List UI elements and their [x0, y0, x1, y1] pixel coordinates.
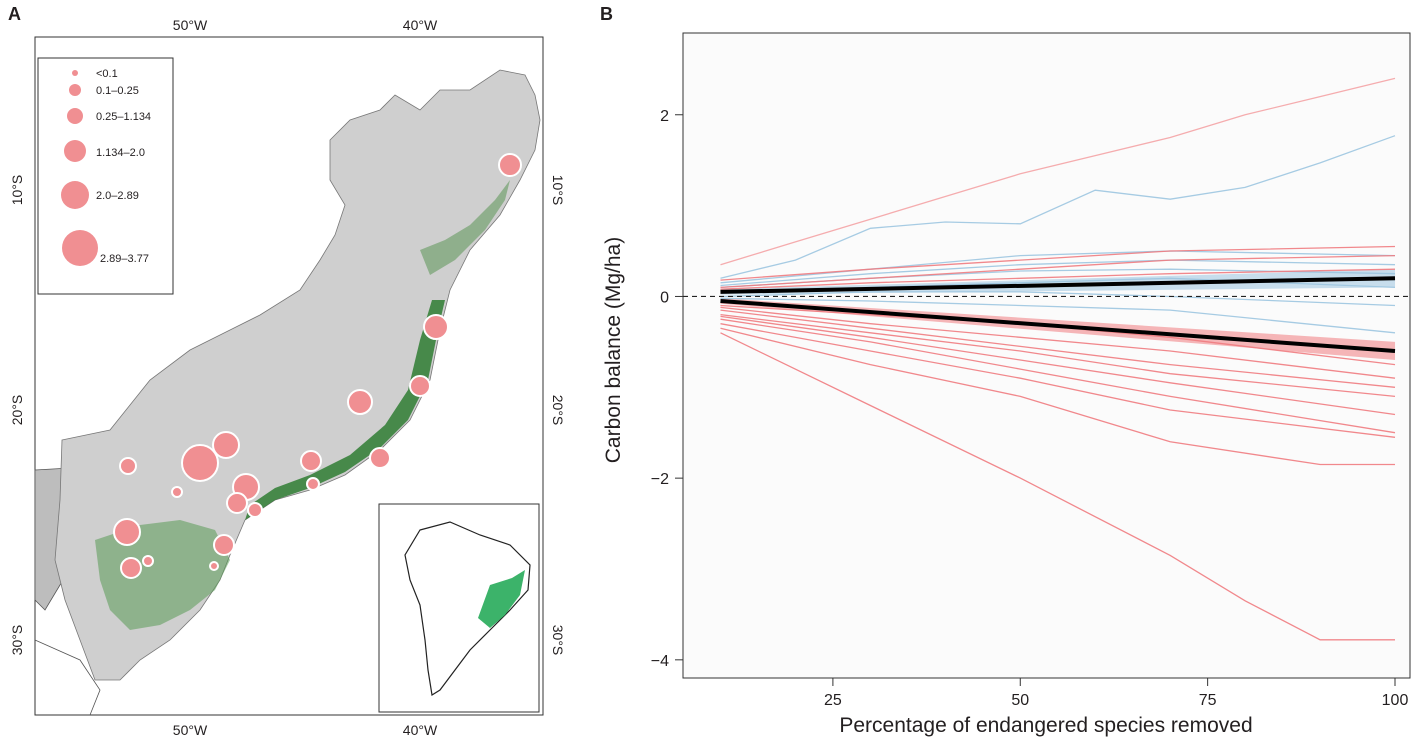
site-bubble	[171, 486, 183, 498]
legend-label: 2.0–2.89	[96, 190, 139, 202]
chart-axes: 25 50 75 100 2 0 −2 −4	[651, 108, 1409, 709]
series-line	[720, 245, 1396, 281]
mean-line-negative	[720, 298, 1396, 353]
site-bubble	[247, 502, 263, 518]
panel-b-label: B	[600, 4, 613, 24]
series-line	[720, 291, 1396, 307]
lat-tick-left: 30°S	[9, 625, 25, 656]
series-line	[720, 332, 1395, 641]
lat-tick-left: 10°S	[9, 175, 25, 206]
site-bubble	[306, 477, 320, 491]
series-line	[720, 254, 1396, 289]
legend-bubble	[67, 108, 83, 124]
lat-tick-right: 20°S	[550, 395, 566, 426]
site-bubble	[181, 444, 219, 482]
x-tick-label: 100	[1382, 692, 1409, 709]
site-bubble	[113, 518, 141, 546]
border-line	[34, 639, 101, 716]
lon-tick-top: 40°W	[403, 17, 438, 33]
lon-tick-top: 50°W	[173, 17, 208, 33]
forest-northeast	[420, 180, 510, 275]
legend-label: 0.1–0.25	[96, 85, 139, 97]
y-axis-title: Carbon balance (Mg/ha)	[602, 237, 625, 463]
lat-tick-left: 20°S	[9, 395, 25, 426]
site-bubble	[120, 557, 142, 579]
site-bubble	[212, 431, 240, 459]
map-bubbles	[113, 153, 522, 579]
series-line	[720, 135, 1396, 279]
legend-bubble	[64, 140, 86, 162]
lon-tick-bottom: 50°W	[173, 722, 208, 738]
series-line	[720, 318, 1396, 434]
x-tick-label: 50	[1011, 692, 1029, 709]
lon-tick-bottom: 40°W	[403, 722, 438, 738]
site-bubble	[409, 375, 431, 397]
series-line	[720, 306, 1396, 379]
series-line	[720, 323, 1396, 438]
forest-south	[95, 520, 230, 630]
x-tick-label: 25	[824, 692, 842, 709]
x-axis-title: Percentage of endangered species removed	[839, 714, 1252, 737]
atlantic-forest-inset	[478, 570, 525, 628]
series-line	[720, 268, 1396, 290]
legend-bubble	[62, 230, 98, 266]
chart-lines	[683, 77, 1410, 641]
y-tick-label: 2	[660, 108, 669, 125]
legend-label: 2.89–3.77	[100, 253, 149, 265]
site-bubble	[369, 447, 391, 469]
series-line	[720, 259, 1396, 287]
legend-label: 1.134–2.0	[96, 147, 145, 159]
chart-panel: 25 50 75 100 2 0 −2 −4 Percentage of endangered…	[602, 32, 1411, 737]
map-panel: <0.1 0.1–0.25 0.25–1.134 1.134–2.0 2.0–2…	[9, 17, 566, 738]
south-america-outline	[404, 521, 531, 696]
series-line	[720, 309, 1396, 388]
legend-bubble	[69, 84, 81, 96]
site-bubble	[209, 561, 219, 571]
lat-tick-right: 30°S	[550, 625, 566, 656]
series-line	[720, 77, 1396, 266]
panel-a-label: A	[8, 4, 21, 24]
legend-label: <0.1	[96, 68, 118, 80]
series-line	[720, 250, 1396, 284]
map-legend	[37, 57, 174, 295]
site-bubble	[213, 534, 235, 556]
site-bubble	[423, 314, 449, 340]
legend-bubble	[72, 70, 78, 76]
y-tick-label: −2	[651, 471, 669, 488]
site-bubble	[300, 450, 322, 472]
series-line	[720, 297, 1396, 334]
series-line	[720, 313, 1396, 398]
site-bubble	[498, 153, 522, 177]
site-bubble	[142, 555, 154, 567]
lat-tick-right: 10°S	[550, 175, 566, 206]
mean-line-positive	[720, 276, 1396, 294]
forest-coastal	[245, 300, 445, 520]
site-bubble	[347, 389, 373, 415]
legend-bubble	[61, 181, 89, 209]
series-line	[720, 327, 1395, 466]
y-tick-label: −4	[651, 653, 669, 670]
legend-label: 0.25–1.134	[96, 111, 151, 123]
site-bubble	[226, 492, 248, 514]
y-tick-label: 0	[660, 289, 669, 306]
site-bubble	[119, 457, 137, 475]
series-line	[720, 315, 1396, 416]
x-tick-label: 75	[1199, 692, 1217, 709]
